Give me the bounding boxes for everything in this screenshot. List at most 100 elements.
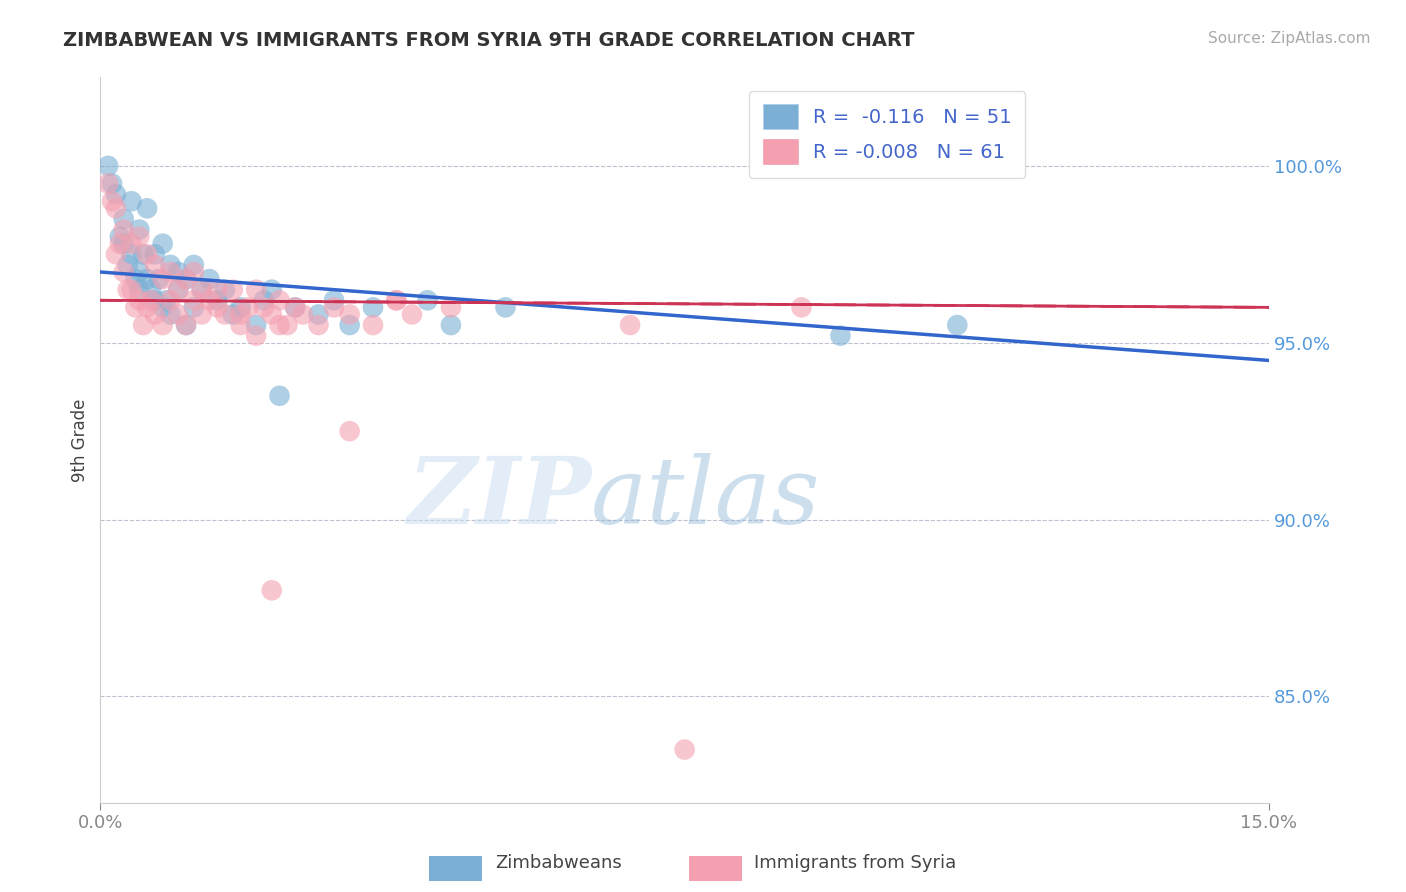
Point: [117, 258, 139, 272]
Point: [124, 272, 146, 286]
Point: [205, 301, 228, 315]
Point: [174, 272, 197, 286]
Point: [101, 177, 124, 191]
Point: [121, 194, 143, 209]
Point: [97, 177, 120, 191]
Point: [190, 308, 212, 322]
Point: [260, 308, 283, 322]
Point: [183, 301, 205, 315]
Point: [159, 293, 181, 308]
Point: [136, 247, 159, 261]
Point: [128, 265, 150, 279]
Point: [143, 258, 166, 272]
Point: [339, 318, 361, 332]
Point: [276, 318, 298, 332]
Point: [136, 202, 159, 216]
Point: [128, 283, 150, 297]
Point: [108, 236, 131, 251]
Point: [143, 293, 166, 308]
Point: [229, 301, 252, 315]
Point: [222, 308, 245, 322]
Point: [269, 318, 291, 332]
Point: [183, 258, 205, 272]
Point: [143, 247, 166, 261]
Point: [339, 308, 361, 322]
Text: ZIP: ZIP: [406, 453, 591, 543]
Point: [152, 272, 174, 286]
Point: [128, 222, 150, 236]
Point: [167, 283, 190, 297]
Point: [253, 301, 276, 315]
Point: [152, 301, 174, 315]
Y-axis label: 9th Grade: 9th Grade: [72, 399, 89, 482]
Point: [136, 272, 159, 286]
Point: [361, 301, 384, 315]
Point: [245, 328, 267, 343]
Point: [619, 318, 641, 332]
Point: [101, 194, 124, 209]
Point: [269, 389, 291, 403]
Point: [323, 301, 346, 315]
Point: [112, 265, 135, 279]
Point: [385, 293, 408, 308]
Point: [183, 265, 205, 279]
Point: [183, 293, 205, 308]
Point: [198, 293, 221, 308]
Point: [198, 272, 221, 286]
Point: [830, 328, 852, 343]
Point: [139, 293, 162, 308]
Point: [229, 318, 252, 332]
Point: [214, 308, 236, 322]
Point: [159, 265, 181, 279]
Point: [136, 301, 159, 315]
Point: [132, 247, 155, 261]
Point: [260, 583, 283, 598]
Point: [308, 308, 330, 322]
Point: [253, 293, 276, 308]
Point: [205, 293, 228, 308]
Text: Zimbabweans: Zimbabweans: [495, 855, 621, 872]
Point: [121, 236, 143, 251]
Point: [112, 211, 135, 226]
Point: [174, 318, 197, 332]
Point: [152, 318, 174, 332]
Point: [167, 283, 190, 297]
Point: [152, 236, 174, 251]
Point: [155, 293, 177, 308]
Point: [132, 318, 155, 332]
Point: [112, 236, 135, 251]
Point: [245, 318, 267, 332]
Point: [790, 301, 813, 315]
Text: Source: ZipAtlas.com: Source: ZipAtlas.com: [1208, 31, 1371, 46]
Point: [159, 258, 181, 272]
Point: [214, 283, 236, 297]
Point: [416, 293, 439, 308]
Point: [284, 301, 307, 315]
Point: [260, 283, 283, 297]
Point: [339, 424, 361, 438]
Point: [112, 222, 135, 236]
Point: [121, 283, 143, 297]
Text: atlas: atlas: [591, 453, 821, 543]
Point: [148, 272, 170, 286]
Point: [291, 308, 314, 322]
Point: [385, 293, 408, 308]
Point: [104, 187, 127, 202]
Point: [139, 283, 162, 297]
Point: [361, 318, 384, 332]
Point: [245, 283, 267, 297]
Point: [124, 301, 146, 315]
Point: [323, 293, 346, 308]
Point: [128, 229, 150, 244]
Text: ZIMBABWEAN VS IMMIGRANTS FROM SYRIA 9TH GRADE CORRELATION CHART: ZIMBABWEAN VS IMMIGRANTS FROM SYRIA 9TH …: [63, 31, 915, 50]
Point: [229, 308, 252, 322]
Point: [946, 318, 969, 332]
Point: [104, 247, 127, 261]
Point: [174, 272, 197, 286]
Point: [222, 283, 245, 297]
Point: [673, 742, 696, 756]
Text: Immigrants from Syria: Immigrants from Syria: [754, 855, 956, 872]
Point: [205, 283, 228, 297]
Point: [238, 301, 260, 315]
Legend: R =  -0.116   N = 51, R = -0.008   N = 61: R = -0.116 N = 51, R = -0.008 N = 61: [749, 91, 1025, 178]
